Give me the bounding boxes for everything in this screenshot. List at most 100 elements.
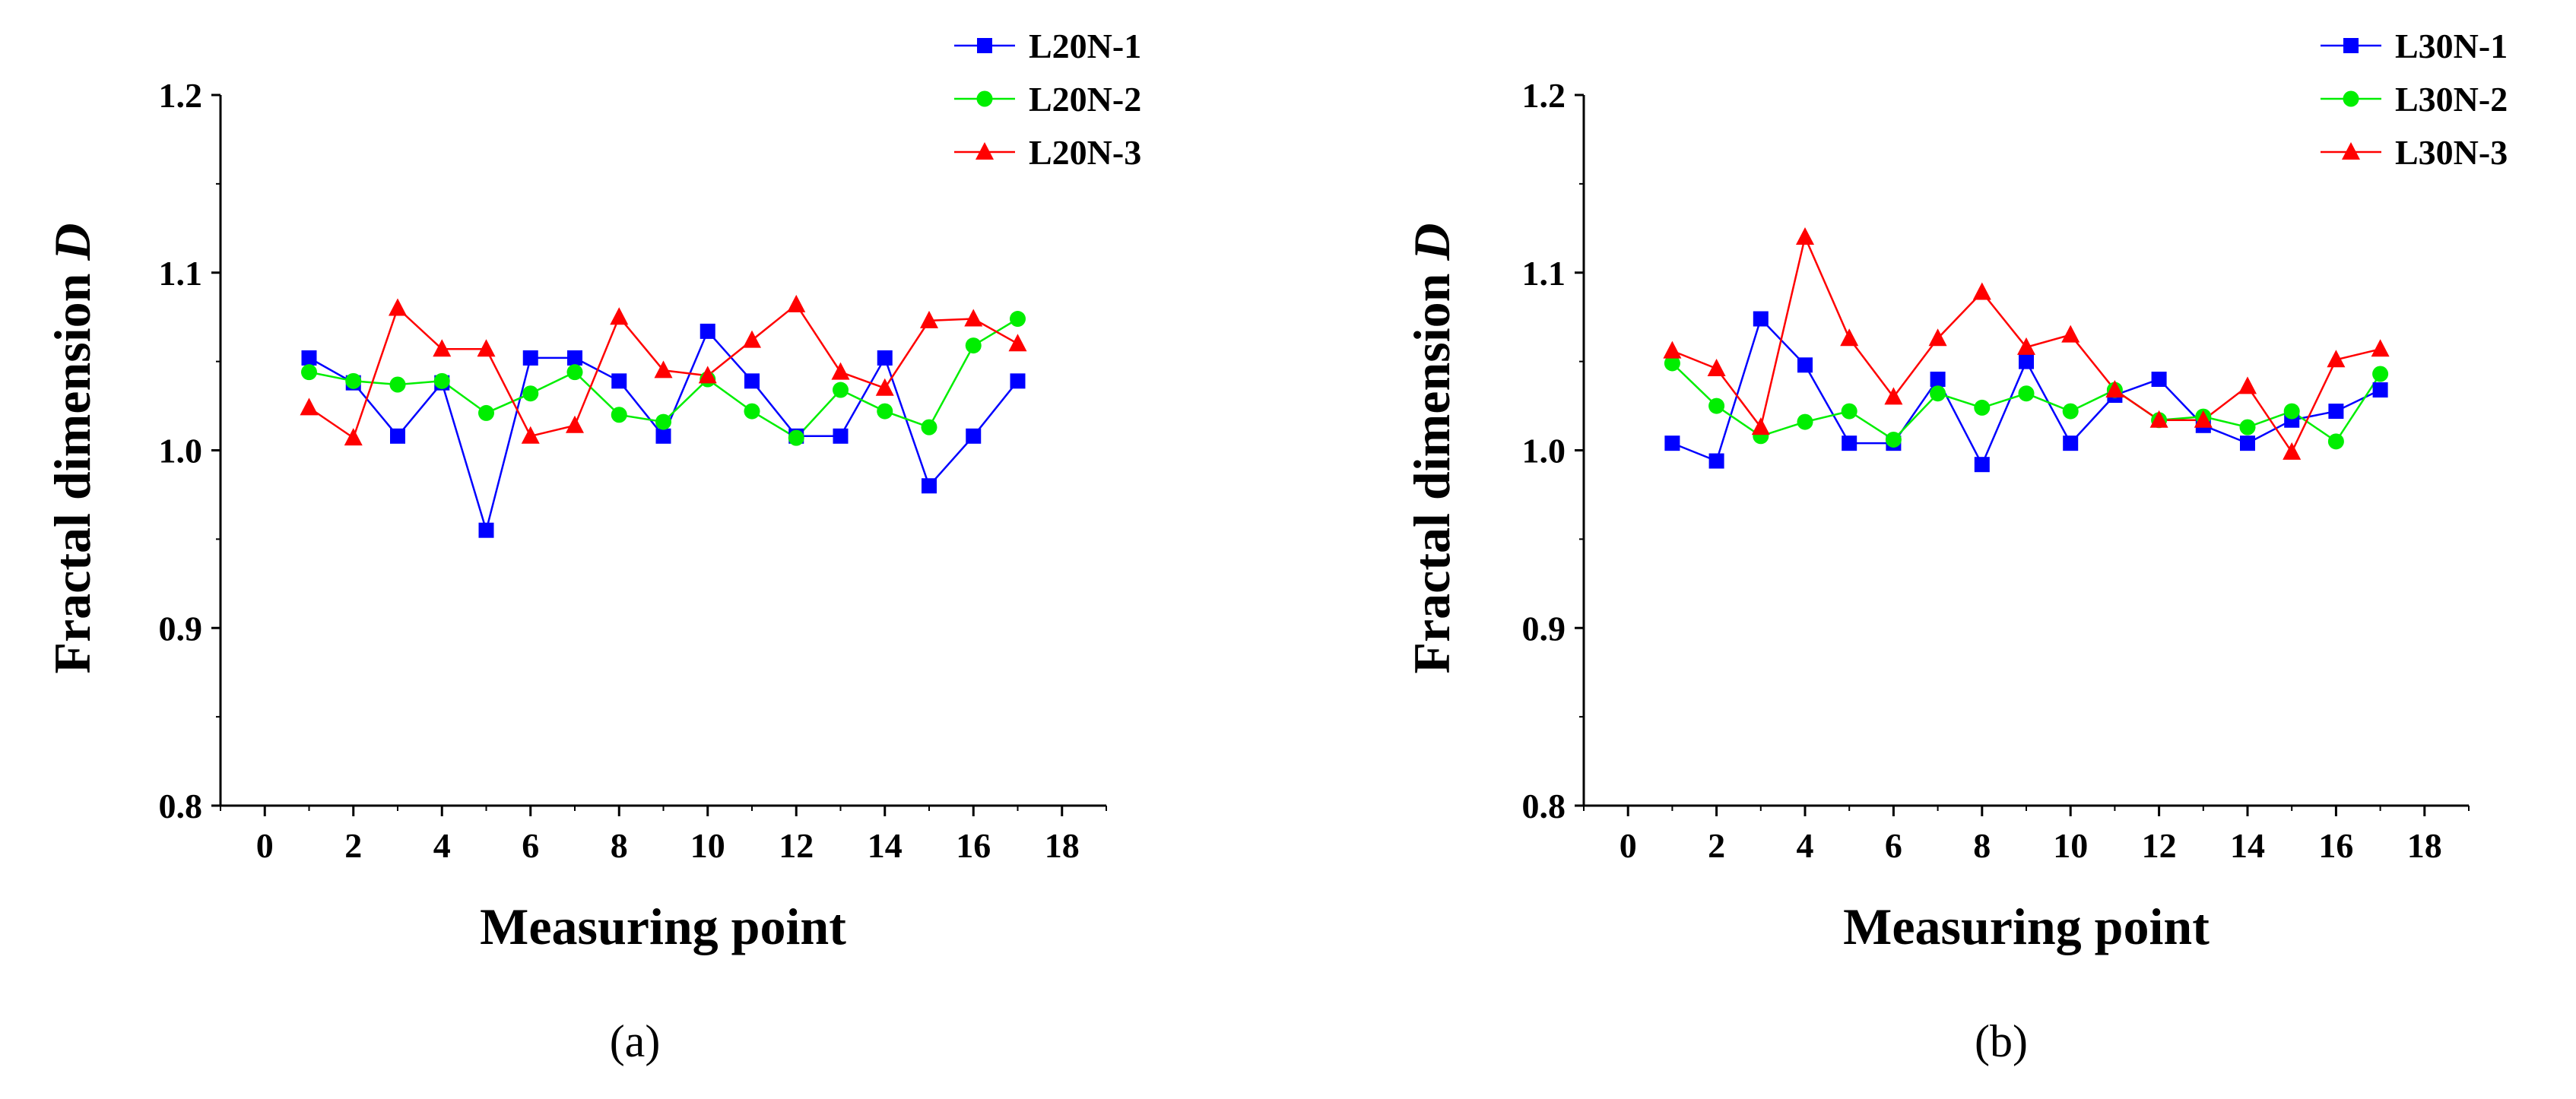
data-point-l30n-1 xyxy=(2063,435,2079,451)
data-point-l20n-3 xyxy=(743,330,761,348)
x-tick-label: 6 xyxy=(1885,826,1902,865)
legend-label-l20n-1: L20N-1 xyxy=(1029,27,1141,65)
y-tick-label: 1.0 xyxy=(159,432,203,470)
chart-panel-a: Fractal dimension D Measuring point (a) … xyxy=(43,27,1141,1066)
data-point-l30n-1 xyxy=(1708,453,1724,469)
data-point-l20n-1 xyxy=(567,350,582,366)
data-point-l20n-2 xyxy=(611,407,627,423)
data-point-l30n-3 xyxy=(2327,350,2346,368)
data-point-l20n-2 xyxy=(478,404,494,421)
data-point-l20n-3 xyxy=(1008,334,1027,352)
y-tick-label: 1.2 xyxy=(159,76,203,115)
data-point-l20n-3 xyxy=(831,362,850,380)
data-point-l20n-3 xyxy=(344,428,363,446)
legend: L30N-1 L30N-2 L30N-3 xyxy=(2321,27,2508,172)
x-tick-label: 2 xyxy=(344,826,362,865)
data-point-l20n-2 xyxy=(788,429,804,446)
data-point-l20n-1 xyxy=(877,350,893,366)
data-point-l30n-1 xyxy=(2240,435,2255,451)
x-tick-label: 18 xyxy=(1045,826,1080,865)
data-point-l20n-2 xyxy=(921,419,937,435)
y-tick-label: 0.9 xyxy=(159,609,203,648)
data-point-l30n-1 xyxy=(1974,457,1990,473)
data-point-l20n-1 xyxy=(390,428,405,444)
data-point-l20n-2 xyxy=(1010,311,1026,328)
data-point-l20n-2 xyxy=(433,372,450,389)
y-tick-label: 0.9 xyxy=(1522,609,1566,648)
data-point-l30n-1 xyxy=(2372,382,2388,398)
data-point-l20n-3 xyxy=(389,298,407,316)
data-point-l20n-3 xyxy=(566,415,584,433)
x-tick-label: 2 xyxy=(1708,826,1725,865)
x-tick-label: 8 xyxy=(1973,826,1991,865)
data-point-l20n-2 xyxy=(566,364,583,381)
data-point-l20n-2 xyxy=(877,403,893,420)
x-tick-label: 10 xyxy=(2053,826,2088,865)
data-point-l30n-2 xyxy=(2283,403,2300,420)
data-point-l20n-1 xyxy=(833,428,849,444)
data-point-l30n-2 xyxy=(2327,433,2344,450)
data-point-l20n-2 xyxy=(744,403,760,420)
data-point-l30n-3 xyxy=(1663,340,1682,359)
legend-marker-l20n-2 xyxy=(976,90,993,107)
data-point-l30n-2 xyxy=(2239,419,2256,435)
data-point-l20n-3 xyxy=(300,397,319,416)
x-axis-title: Measuring point xyxy=(480,898,846,955)
data-point-l30n-3 xyxy=(1796,227,1814,245)
data-point-l30n-1 xyxy=(1664,435,1680,451)
legend: L20N-1 L20N-2 L20N-3 xyxy=(954,27,1141,172)
data-point-l30n-2 xyxy=(1974,399,1991,416)
data-point-l20n-3 xyxy=(964,309,983,327)
x-tick-label: 0 xyxy=(256,826,274,865)
legend-label-l30n-1: L30N-1 xyxy=(2395,27,2508,65)
data-point-l30n-1 xyxy=(1753,311,1769,327)
y-tick-label: 1.2 xyxy=(1522,76,1566,115)
data-point-l20n-2 xyxy=(301,364,317,381)
data-point-l30n-3 xyxy=(2061,325,2080,343)
data-point-l20n-1 xyxy=(611,373,627,389)
x-tick-label: 16 xyxy=(2318,826,2353,865)
data-point-l20n-3 xyxy=(654,360,673,378)
legend-marker-l30n-2 xyxy=(2343,90,2359,107)
data-point-l20n-2 xyxy=(965,337,982,354)
data-point-l20n-3 xyxy=(477,339,496,357)
panel-caption: (b) xyxy=(1975,1016,2028,1066)
y-tick-label: 1.1 xyxy=(1522,254,1566,293)
y-tick-label: 0.8 xyxy=(159,787,203,825)
data-point-l30n-2 xyxy=(1664,355,1680,372)
data-point-l20n-2 xyxy=(655,413,671,430)
data-point-l20n-3 xyxy=(920,310,938,328)
data-point-l30n-3 xyxy=(1884,387,1903,405)
data-point-l20n-2 xyxy=(522,385,539,402)
data-point-l30n-1 xyxy=(1930,372,1946,387)
x-tick-label: 12 xyxy=(779,826,814,865)
data-point-l20n-1 xyxy=(922,478,937,494)
data-point-l20n-1 xyxy=(700,323,715,339)
data-point-l30n-1 xyxy=(2328,404,2344,420)
data-point-l20n-3 xyxy=(787,294,806,312)
x-tick-label: 6 xyxy=(522,826,539,865)
data-point-l30n-3 xyxy=(2238,376,2257,394)
legend-label-l30n-3: L30N-3 xyxy=(2395,133,2508,172)
x-tick-label: 0 xyxy=(1620,826,1637,865)
legend-label-l30n-2: L30N-2 xyxy=(2395,80,2508,119)
data-point-l30n-3 xyxy=(2149,410,2168,428)
legend-marker-l20n-1 xyxy=(977,38,992,53)
data-point-l30n-3 xyxy=(2371,339,2390,357)
chart-panel-b: Fractal dimension D Measuring point (b) … xyxy=(1403,27,2508,1066)
data-point-l20n-1 xyxy=(655,428,671,444)
y-axis-title: Fractal dimension D xyxy=(43,223,101,673)
data-point-l30n-3 xyxy=(2194,410,2213,428)
x-tick-label: 8 xyxy=(611,826,628,865)
x-tick-label: 18 xyxy=(2407,826,2442,865)
x-tick-label: 14 xyxy=(2230,826,2265,865)
data-point-l20n-3 xyxy=(698,366,717,384)
x-tick-label: 14 xyxy=(868,826,903,865)
data-point-l20n-2 xyxy=(833,382,849,398)
y-tick-label: 0.8 xyxy=(1522,787,1566,825)
x-tick-label: 12 xyxy=(2142,826,2177,865)
data-point-l30n-1 xyxy=(2019,353,2034,369)
data-point-l30n-3 xyxy=(1972,282,1991,300)
